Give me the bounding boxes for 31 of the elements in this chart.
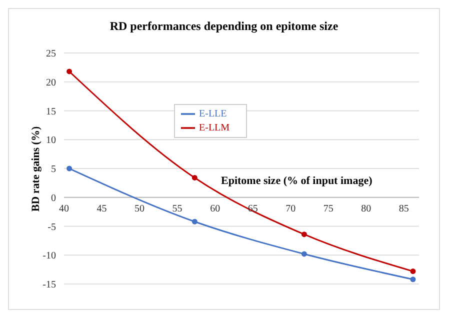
x-tick-label: 85 xyxy=(398,203,409,214)
legend-label: E-LLE xyxy=(199,108,227,120)
point xyxy=(66,166,72,172)
point xyxy=(301,251,307,257)
x-tick-label: 60 xyxy=(210,203,220,214)
legend-label: E-LLM xyxy=(199,122,230,134)
y-tick-label: -10 xyxy=(42,250,56,262)
y-tick-label: 10 xyxy=(46,135,56,146)
point xyxy=(192,218,198,224)
point xyxy=(301,232,307,238)
chart-title: RD performances depending on epitome size xyxy=(108,19,340,34)
x-tick-label: 50 xyxy=(134,203,145,214)
y-tick-label: 20 xyxy=(46,77,56,88)
y-tick-label: 5 xyxy=(51,164,56,176)
y-tick-label: -5 xyxy=(48,222,56,233)
y-tick-label: -15 xyxy=(42,280,56,291)
point xyxy=(410,268,416,274)
point xyxy=(410,276,416,282)
x-tick-label: 80 xyxy=(361,203,372,214)
x-tick-label: 75 xyxy=(323,203,334,214)
y-tick-label: 0 xyxy=(51,192,56,204)
y-tick-label: 15 xyxy=(46,106,56,118)
x-tick-label: 55 xyxy=(172,203,182,214)
y-tick-label: 25 xyxy=(46,48,56,60)
point xyxy=(66,68,72,74)
x-tick-label: 70 xyxy=(286,203,296,214)
y-axis-title: BD rate gains (%) xyxy=(30,126,42,212)
x-tick-label: 40 xyxy=(59,203,69,214)
x-axis-title: Epitome size (% of input image) xyxy=(221,175,372,188)
point xyxy=(192,174,198,180)
x-tick-label: 45 xyxy=(96,203,107,214)
